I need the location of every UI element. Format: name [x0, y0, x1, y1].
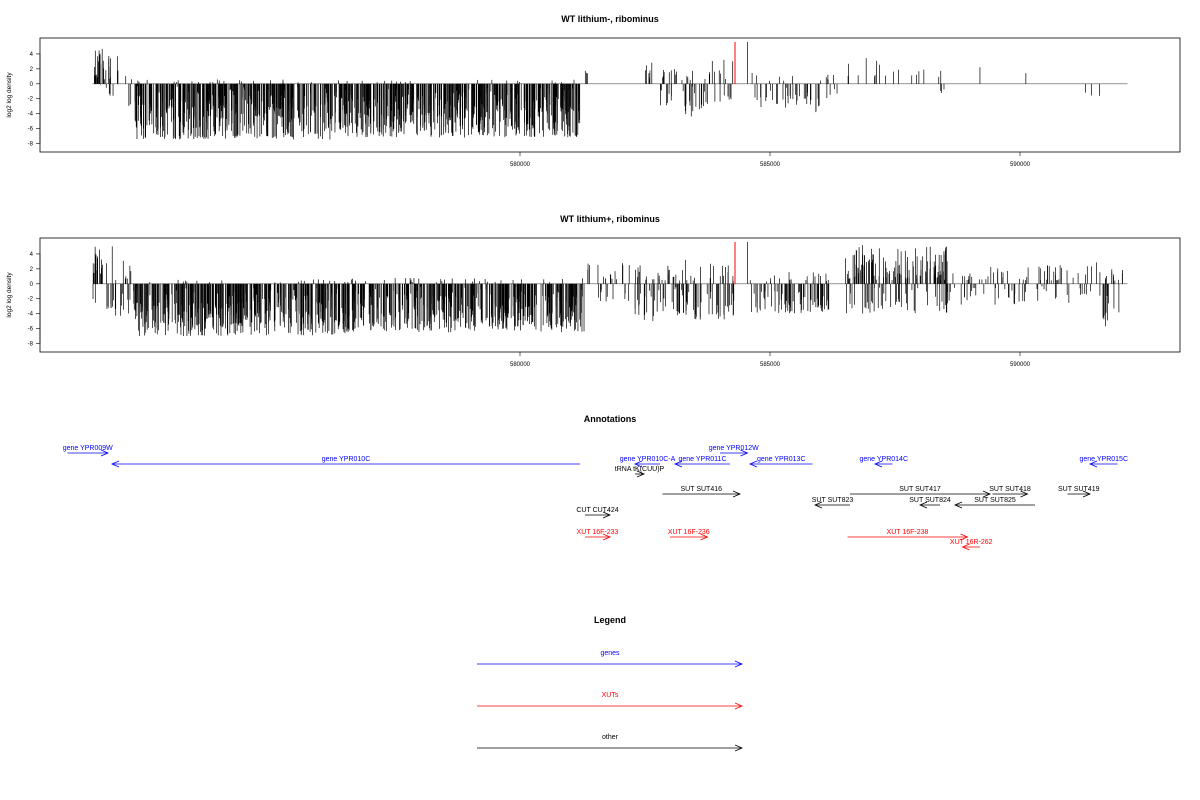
panel-2-title: WT lithium+, ribominus	[560, 214, 660, 224]
y-tick-label: 2	[30, 267, 34, 273]
feature-arrow-head	[700, 533, 709, 541]
legend-label: genes	[600, 650, 620, 657]
feature-label: SUT SUT824	[909, 497, 951, 504]
density-panel-2: WT lithium+, ribominus log2 log density …	[6, 214, 1181, 368]
y-tick-label: 0	[30, 282, 34, 288]
feature-label: gene YPR010C	[322, 456, 371, 463]
feature-label: gene YPR011C	[679, 456, 727, 463]
legend-title: Legend	[594, 615, 626, 625]
feature-arrow-head	[873, 460, 883, 468]
feature-arrow-head	[813, 501, 823, 509]
legend-arrow-head	[734, 744, 744, 752]
panel-1-density-bars	[92, 42, 1128, 140]
y-tick-label: -4	[28, 312, 34, 318]
feature-label: gene YPR009W	[63, 445, 113, 452]
feature-arrow-head	[960, 533, 969, 541]
feature-arrow-head	[918, 501, 928, 509]
feature-arrow-head	[673, 460, 683, 468]
feature-label: gene YPR012W	[709, 445, 759, 452]
feature-label: SUT SUT825	[974, 497, 1016, 504]
feature-arrow-head	[602, 533, 612, 541]
y-tick-label: -8	[28, 142, 34, 148]
annotations-title: Annotations	[584, 414, 637, 424]
y-tick-label: 0	[30, 82, 34, 88]
panel-2-ylabel: log2 log density	[6, 272, 13, 318]
feature-arrow-head	[961, 543, 970, 551]
legend-panel: Legend genes XUTs other	[477, 615, 744, 752]
feature-label: tRNA tK(CUU)P	[615, 466, 665, 473]
feature-arrow-head	[740, 449, 749, 457]
y-tick-label: -2	[28, 97, 34, 103]
feature-label: SUT SUT418	[989, 486, 1031, 493]
panel-2-y-axis: 4 2 0 -2 -4 -6 -8	[28, 252, 41, 348]
x-tick-label: 585000	[760, 362, 781, 368]
feature-label: XUT 16R-262	[950, 539, 993, 546]
legend-arrow-head	[734, 702, 744, 710]
feature-label: SUT SUT416	[681, 486, 723, 493]
feature-arrow-head	[100, 449, 110, 457]
y-tick-label: -6	[28, 327, 34, 333]
feature-arrow-head	[953, 501, 963, 509]
y-tick-label: 2	[30, 67, 34, 73]
y-tick-label: 4	[30, 252, 34, 258]
feature-arrow-head	[982, 490, 992, 498]
y-tick-label: -4	[28, 112, 34, 118]
feature-label: XUT 16F-236	[668, 529, 710, 536]
panel-1-x-axis: 580000 585000 590000	[510, 152, 1031, 168]
legend-label: XUTs	[602, 692, 619, 699]
feature-arrow-head	[110, 460, 120, 468]
x-tick-label: 580000	[510, 162, 531, 168]
feature-label: XUT 16F-233	[577, 529, 619, 536]
panel-1-title: WT lithium-, ribominus	[561, 14, 659, 24]
panel-2-x-axis: 580000 585000 590000	[510, 352, 1031, 368]
x-tick-label: 590000	[1010, 362, 1031, 368]
feature-label: CUT CUT424	[576, 507, 618, 514]
feature-label: SUT SUT417	[899, 486, 941, 493]
feature-arrow-head	[602, 511, 612, 519]
legend-items: genes XUTs other	[477, 650, 744, 752]
panel-1-ylabel: log2 log density	[6, 72, 13, 118]
annotation-features: gene YPR009W gene YPR010C gene YPR010C-A tR…	[63, 445, 1128, 551]
feature-label: gene YPR014C	[859, 456, 908, 463]
feature-arrow-head	[636, 470, 646, 478]
panel-1-y-axis: 4 2 0 -2 -4 -6 -8	[28, 52, 41, 148]
density-panel-1: WT lithium-, ribominus log2 log density …	[6, 14, 1181, 168]
feature-label: SUT SUT823	[812, 497, 854, 504]
y-tick-label: 4	[30, 52, 34, 58]
y-tick-label: -8	[28, 342, 34, 348]
feature-arrow-head	[1082, 490, 1092, 498]
y-tick-label: -2	[28, 297, 34, 303]
panel-2-density-bars	[92, 242, 1128, 336]
feature-arrow-head	[633, 460, 643, 468]
feature-label: SUT SUT419	[1058, 486, 1100, 493]
legend-arrow-head	[734, 660, 744, 668]
feature-arrow-head	[748, 460, 758, 468]
feature-arrow-head	[1088, 460, 1098, 468]
y-tick-label: -6	[28, 127, 34, 133]
feature-label: gene YPR013C	[757, 456, 806, 463]
feature-label: XUT 16F-238	[887, 529, 929, 536]
feature-arrow-head	[1020, 490, 1029, 498]
feature-arrow-head	[732, 490, 742, 498]
feature-label: gene YPR015C	[1079, 456, 1128, 463]
legend-label: other	[602, 734, 619, 741]
x-tick-label: 590000	[1010, 162, 1031, 168]
x-tick-label: 585000	[760, 162, 781, 168]
feature-label: gene YPR010C-A	[620, 456, 676, 463]
x-tick-label: 580000	[510, 362, 531, 368]
